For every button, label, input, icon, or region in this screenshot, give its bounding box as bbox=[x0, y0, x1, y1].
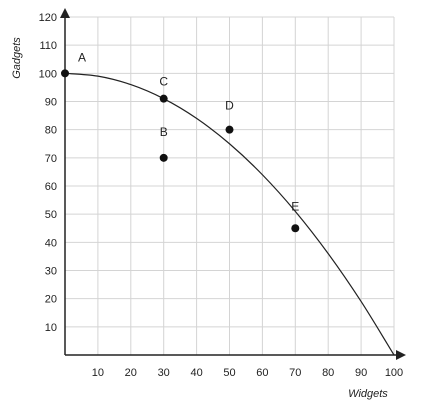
point-c bbox=[159, 94, 168, 103]
x-tick-label: 50 bbox=[223, 367, 235, 379]
point-label-d: D bbox=[225, 99, 234, 113]
y-axis-title: Gadgets bbox=[11, 37, 23, 79]
y-tick-label: 80 bbox=[45, 125, 57, 137]
x-tick-label: 80 bbox=[322, 367, 334, 379]
grid-lines bbox=[65, 16, 395, 355]
y-tick-label: 90 bbox=[45, 97, 57, 109]
x-tick-label: 30 bbox=[158, 367, 170, 379]
data-points: A C B D E bbox=[61, 50, 300, 233]
x-tick-label: 90 bbox=[355, 367, 367, 379]
y-tick-label: 40 bbox=[45, 237, 57, 249]
x-axis-arrow bbox=[396, 350, 406, 360]
point-label-e: E bbox=[291, 199, 299, 213]
point-label-b: B bbox=[160, 125, 168, 139]
y-tick-label: 70 bbox=[45, 153, 57, 165]
axes bbox=[60, 8, 406, 360]
point-label-a: A bbox=[78, 50, 86, 64]
x-tick-label: 10 bbox=[92, 367, 104, 379]
x-tick-label: 70 bbox=[289, 367, 301, 379]
y-tick-label: 20 bbox=[45, 294, 57, 306]
ppf-curve bbox=[64, 72, 395, 356]
x-axis-title: Widgets bbox=[348, 388, 388, 400]
y-tick-label: 50 bbox=[45, 209, 57, 221]
y-tick-label: 110 bbox=[39, 40, 57, 52]
y-tick-label: 10 bbox=[45, 322, 57, 334]
x-tick-label: 40 bbox=[190, 367, 202, 379]
x-tick-label: 100 bbox=[385, 367, 403, 379]
y-tick-label: 30 bbox=[45, 266, 57, 278]
point-label-c: C bbox=[159, 75, 168, 89]
x-tick-label: 60 bbox=[256, 367, 268, 379]
curve-layer bbox=[64, 72, 395, 356]
tick-labels: 10 20 30 40 50 60 70 80 90 100 10 20 30 40 50 60 70 80 90 1… bbox=[39, 12, 404, 379]
y-tick-label: 100 bbox=[39, 68, 57, 80]
y-axis-arrow bbox=[60, 8, 70, 18]
y-tick-label: 120 bbox=[39, 12, 57, 24]
point-a bbox=[61, 69, 69, 78]
point-b bbox=[159, 153, 168, 162]
point-d bbox=[225, 125, 234, 134]
x-tick-label: 20 bbox=[125, 367, 137, 379]
point-e bbox=[291, 224, 300, 233]
y-tick-label: 60 bbox=[45, 181, 57, 193]
